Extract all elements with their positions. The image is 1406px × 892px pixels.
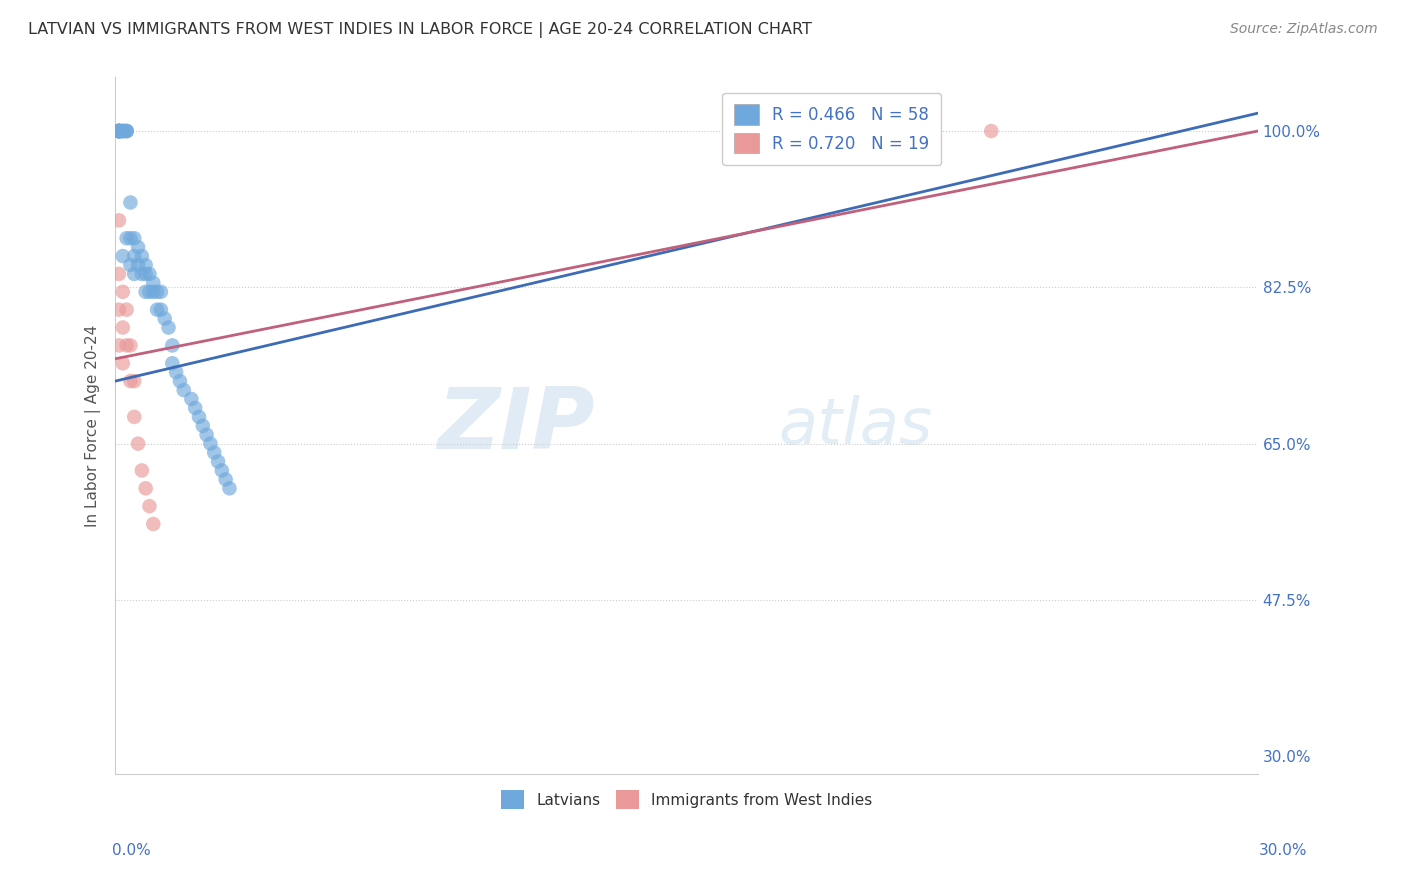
Point (108, 267, 131, 281)
Point (135, 285, 157, 299)
Point (138, 285, 160, 299)
Point (120, 374, 142, 388)
Point (122, 374, 145, 388)
Point (135, 267, 157, 281)
Point (188, 409, 211, 424)
Point (149, 302, 172, 317)
Legend: Latvians, Immigrants from West Indies: Latvians, Immigrants from West Indies (495, 784, 879, 815)
Point (146, 302, 169, 317)
Point (122, 409, 145, 424)
Point (218, 481, 240, 495)
Point (138, 499, 160, 513)
Y-axis label: In Labor Force | Age 20-24: In Labor Force | Age 20-24 (86, 325, 101, 527)
Point (149, 285, 172, 299)
Point (211, 463, 233, 477)
Point (111, 356, 134, 370)
Point (120, 258, 142, 272)
Point (207, 454, 229, 468)
Point (195, 427, 218, 442)
Point (115, 302, 138, 317)
Point (162, 338, 184, 352)
Point (184, 401, 207, 415)
Point (142, 516, 165, 531)
Point (108, 124, 131, 138)
Point (153, 311, 176, 326)
Point (108, 302, 131, 317)
Point (162, 356, 184, 370)
Point (127, 240, 149, 254)
Point (138, 267, 160, 281)
Point (108, 124, 131, 138)
Point (108, 213, 131, 227)
Text: atlas: atlas (778, 395, 932, 457)
Point (115, 124, 138, 138)
Point (108, 124, 131, 138)
Point (142, 276, 165, 290)
Point (108, 124, 131, 138)
Point (111, 124, 134, 138)
Point (142, 285, 165, 299)
Point (111, 249, 134, 263)
Point (108, 124, 131, 138)
Point (131, 249, 153, 263)
Point (191, 418, 214, 433)
Point (111, 124, 134, 138)
Point (108, 124, 131, 138)
Point (180, 392, 202, 406)
Point (173, 383, 195, 397)
Point (122, 231, 145, 245)
Point (127, 436, 149, 450)
Text: 0.0%: 0.0% (112, 843, 152, 858)
Point (108, 338, 131, 352)
Point (980, 124, 1002, 138)
Point (122, 267, 145, 281)
Point (115, 231, 138, 245)
Point (157, 320, 180, 334)
Point (146, 285, 169, 299)
Point (115, 124, 138, 138)
Text: ZIP: ZIP (437, 384, 595, 467)
Point (131, 267, 153, 281)
Point (120, 195, 142, 210)
Point (135, 481, 157, 495)
Point (165, 365, 187, 379)
Point (127, 258, 149, 272)
Point (115, 124, 138, 138)
Point (111, 285, 134, 299)
Point (120, 231, 142, 245)
Point (214, 472, 236, 486)
Point (115, 338, 138, 352)
Point (202, 445, 225, 459)
Point (122, 249, 145, 263)
Point (169, 374, 191, 388)
Point (120, 338, 142, 352)
Point (111, 320, 134, 334)
Point (108, 124, 131, 138)
Point (108, 124, 131, 138)
Point (108, 124, 131, 138)
Point (111, 124, 134, 138)
Text: 30.0%: 30.0% (1260, 843, 1308, 858)
Point (200, 436, 222, 450)
Text: Source: ZipAtlas.com: Source: ZipAtlas.com (1230, 22, 1378, 37)
Point (111, 124, 134, 138)
Point (135, 258, 157, 272)
Text: LATVIAN VS IMMIGRANTS FROM WEST INDIES IN LABOR FORCE | AGE 20-24 CORRELATION CH: LATVIAN VS IMMIGRANTS FROM WEST INDIES I… (28, 22, 813, 38)
Point (131, 463, 153, 477)
Point (108, 124, 131, 138)
